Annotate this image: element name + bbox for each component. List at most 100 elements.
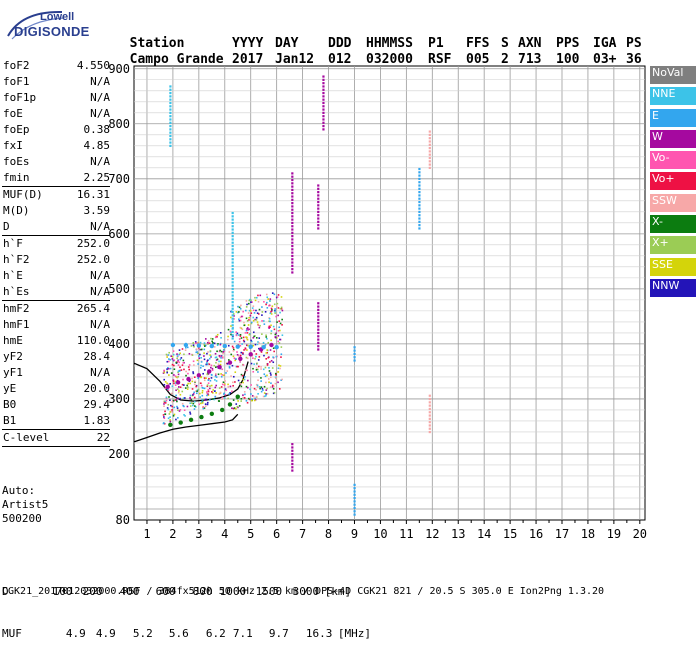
vertical-echo-point <box>291 215 294 218</box>
echo-point <box>198 355 200 357</box>
echo-point <box>201 389 204 392</box>
echo-point <box>235 403 238 405</box>
echo-point <box>173 364 175 367</box>
echo-point <box>192 342 195 344</box>
param-row: foF2 4.550 <box>2 58 110 74</box>
echo-point <box>239 383 242 385</box>
echo-point <box>184 387 187 389</box>
echo-point <box>264 366 267 369</box>
echo-point <box>277 330 280 332</box>
vertical-echo-point <box>428 401 431 404</box>
echo-point <box>174 375 177 378</box>
auto-label: Auto: <box>2 484 36 497</box>
echo-point <box>199 382 202 385</box>
vertical-echo-point <box>428 153 431 156</box>
echo-point <box>250 322 253 325</box>
vertical-echo-point <box>169 101 172 105</box>
vertical-echo-point <box>317 325 320 328</box>
echo-point <box>170 355 173 358</box>
echo-point <box>218 387 221 389</box>
echo-point <box>187 372 189 375</box>
echo-point <box>248 302 250 305</box>
param-row: hmF1 N/A <box>2 317 110 333</box>
echo-point <box>245 329 248 332</box>
vertical-echo-point <box>169 88 172 91</box>
echo-point <box>209 387 211 390</box>
vertical-echo-point <box>291 462 294 466</box>
echo-point <box>233 357 236 359</box>
footer-cell: 800 <box>192 585 213 598</box>
echo-point <box>242 378 245 381</box>
header-label-pps: PPS <box>556 36 580 51</box>
vertical-echo-point <box>353 496 356 500</box>
echo-point <box>166 360 169 363</box>
echo-point <box>235 331 238 333</box>
echo-point <box>263 392 266 394</box>
vertical-echo-point <box>418 194 421 197</box>
vertical-echo-point <box>231 310 234 314</box>
echo-point <box>233 315 235 317</box>
echo-point <box>205 398 207 401</box>
echo-point <box>260 368 262 370</box>
echo-point <box>188 368 191 371</box>
echo-point <box>245 356 248 359</box>
echo-point <box>279 338 281 341</box>
echo-point <box>271 367 274 369</box>
echo-point <box>193 376 196 379</box>
echo-point <box>214 395 216 398</box>
echo-point <box>197 377 199 379</box>
echo-point <box>180 369 183 371</box>
echo-point <box>248 398 251 401</box>
echo-point <box>169 358 172 361</box>
echo-point <box>196 352 199 355</box>
echo-point <box>246 369 248 372</box>
echo-point <box>194 380 197 383</box>
vertical-echo-point <box>322 88 325 91</box>
echo-point <box>189 382 192 385</box>
echo-point <box>168 358 170 360</box>
echo-point <box>210 364 213 367</box>
echo-point <box>257 341 259 343</box>
trace-point <box>178 420 183 425</box>
echo-point <box>175 380 177 383</box>
param-label: B0 <box>3 398 17 411</box>
param-label: yF2 <box>3 350 23 363</box>
vertical-echo-point <box>428 146 431 150</box>
echo-point <box>252 344 255 347</box>
echo-point <box>240 400 242 402</box>
echo-point <box>178 349 181 351</box>
echo-point <box>218 360 220 363</box>
vertical-echo-point <box>231 225 234 228</box>
echo-point <box>206 343 209 345</box>
vertical-echo-point <box>317 345 320 348</box>
vertical-echo-point <box>231 235 234 238</box>
echo-point <box>195 342 197 344</box>
echo-point <box>177 391 180 394</box>
trace-point <box>248 344 253 349</box>
echo-point <box>248 299 251 302</box>
echo-point <box>261 333 263 335</box>
echo-point <box>178 370 181 372</box>
echo-point <box>265 293 268 296</box>
echo-point <box>209 355 212 357</box>
echo-point <box>242 381 244 384</box>
echo-point <box>200 376 202 379</box>
echo-point <box>178 386 180 388</box>
echo-point <box>193 364 195 366</box>
header-value-ffs: 005 <box>466 52 490 67</box>
vertical-echo-point <box>428 166 431 170</box>
echo-point <box>177 364 180 366</box>
echo-point <box>251 307 254 309</box>
echo-point <box>215 392 217 394</box>
vertical-echo-point <box>231 254 234 258</box>
echo-point <box>266 364 269 366</box>
echo-point <box>267 378 270 380</box>
vertical-echo-point <box>231 314 234 317</box>
echo-point <box>254 296 256 299</box>
echo-point <box>250 312 253 314</box>
param-value: 29.4 <box>83 398 111 411</box>
echo-point <box>209 354 211 356</box>
echo-point <box>183 353 185 356</box>
echo-point <box>203 358 206 361</box>
echo-point <box>184 349 187 352</box>
